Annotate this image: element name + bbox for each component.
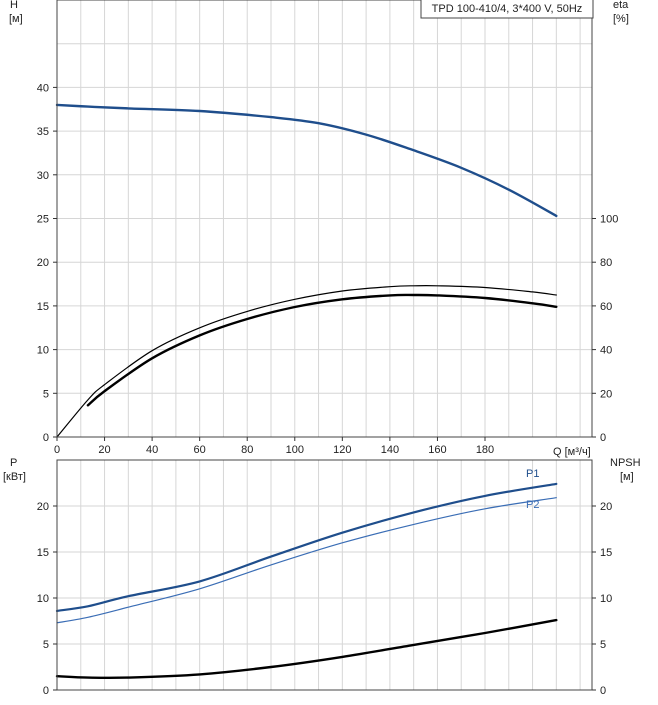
y-left-tick-label: 0	[43, 685, 49, 697]
curve-p2	[56, 497, 557, 624]
curve-series-0-2	[56, 285, 557, 438]
y-right-tick-label: 60	[600, 301, 612, 313]
y-right-tick-label: 5	[600, 639, 606, 651]
y-left-tick-label: 25	[37, 214, 49, 226]
y-left-tick-label: 20	[37, 501, 49, 513]
grid-layer	[57, 0, 592, 690]
y-left-tick-label: 35	[37, 126, 49, 138]
y-right-tick-label: 100	[600, 214, 618, 226]
y-right-label-bottom-unit: [м]	[620, 471, 634, 483]
y-right-label-bottom-symbol: NPSH	[610, 457, 641, 469]
y-left-tick-label: 5	[43, 639, 49, 651]
curve-series-1-2	[55, 618, 558, 680]
y-left-tick-label: 10	[37, 593, 49, 605]
y-left-tick-label: 5	[43, 388, 49, 400]
x-tick-label: 180	[476, 444, 494, 456]
x-tick-label: 120	[333, 444, 351, 456]
y-left-tick-label: 0	[43, 432, 49, 444]
y-left-label-bottom-symbol: P	[10, 457, 17, 469]
y-left-label-top-symbol: H	[10, 0, 18, 11]
x-tick-label: 0	[54, 444, 60, 456]
x-tick-label: 60	[194, 444, 206, 456]
x-tick-label: 80	[241, 444, 253, 456]
x-tick-label: 40	[146, 444, 158, 456]
y-right-tick-label: 20	[600, 388, 612, 400]
y-left-tick-label: 15	[37, 301, 49, 313]
y-left-tick-label: 15	[37, 547, 49, 559]
curve-p1	[55, 482, 558, 612]
y-right-label-top-unit: [%]	[613, 13, 629, 25]
y-left-label-bottom-unit: [кВт]	[3, 471, 26, 483]
x-tick-label: 160	[428, 444, 446, 456]
y-left-label-top-unit: [м]	[9, 13, 23, 25]
curve-layer	[55, 103, 558, 680]
y-right-tick-label: 0	[600, 432, 606, 444]
x-tick-label: 100	[286, 444, 304, 456]
series-label-p2: P2	[526, 499, 539, 511]
chart-title: TPD 100-410/4, 3*400 V, 50Hz	[432, 3, 583, 15]
curve-series-0-0	[55, 103, 558, 218]
series-label-p1: P1	[526, 468, 539, 480]
x-tick-label: 140	[381, 444, 399, 456]
frame-layer	[53, 0, 596, 691]
x-axis-label: Q [м³/ч]	[553, 446, 591, 458]
title-box	[420, 0, 594, 19]
y-right-tick-label: 80	[600, 257, 612, 269]
y-left-tick-label: 30	[37, 170, 49, 182]
y-right-label-top-symbol: eta	[613, 0, 629, 11]
y-right-tick-label: 40	[600, 345, 612, 357]
y-right-tick-label: 15	[600, 547, 612, 559]
y-left-tick-label: 10	[37, 345, 49, 357]
y-right-tick-label: 10	[600, 593, 612, 605]
y-left-tick-label: 20	[37, 257, 49, 269]
y-right-tick-label: 0	[600, 685, 606, 697]
plot-frame	[56, 459, 593, 691]
x-tick-label: 20	[98, 444, 110, 456]
y-right-tick-label: 20	[600, 501, 612, 513]
label-layer: TPD 100-410/4, 3*400 V, 50Hz H [м] eta […	[3, 0, 641, 697]
curve-series-0-1	[86, 293, 558, 407]
y-left-tick-label: 40	[37, 82, 49, 94]
